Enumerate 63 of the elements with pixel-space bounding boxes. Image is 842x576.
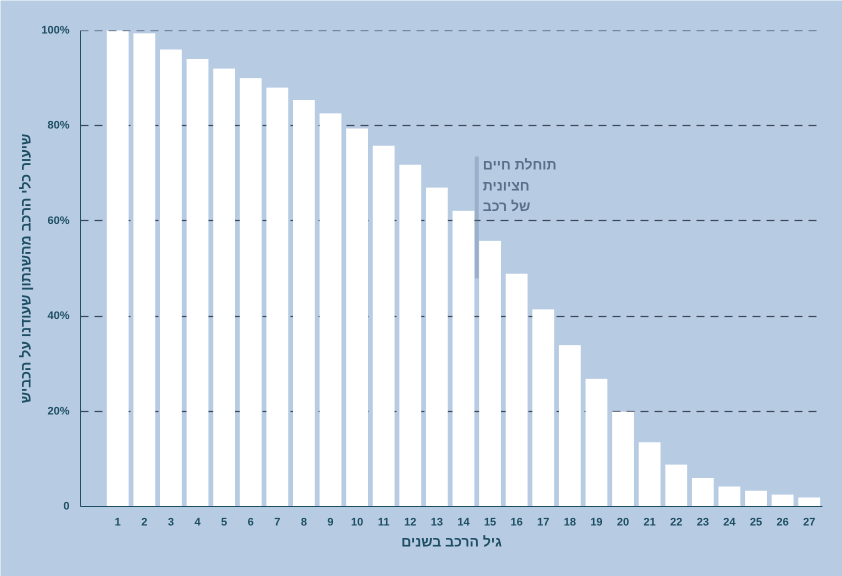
x-tick-label: 18 bbox=[564, 516, 576, 528]
x-tick-label: 3 bbox=[168, 516, 174, 528]
bar bbox=[638, 442, 661, 506]
bar bbox=[160, 50, 182, 506]
x-tick-label: 1 bbox=[114, 516, 121, 528]
bar bbox=[718, 486, 740, 506]
x-tick-label: 7 bbox=[274, 516, 280, 528]
x-axis-title: גיל הרכב בשנים bbox=[401, 534, 502, 550]
x-tick-label: 22 bbox=[670, 516, 682, 528]
bar bbox=[452, 210, 474, 506]
y-axis-title: שיעור כלי הרכב מהשנתון שעודנו על הכביש bbox=[17, 134, 34, 404]
bar bbox=[586, 378, 608, 506]
y-tick-label: 60% bbox=[47, 214, 70, 227]
y-tick-label: 40% bbox=[47, 310, 70, 322]
x-tick-label: 26 bbox=[776, 516, 789, 528]
x-tick-label: 27 bbox=[803, 516, 816, 528]
bar bbox=[372, 146, 395, 506]
x-tick-label: 20 bbox=[616, 516, 630, 528]
x-tick-label: 4 bbox=[194, 516, 202, 528]
bar bbox=[106, 30, 129, 506]
x-tick-label: 2 bbox=[141, 516, 148, 528]
x-tick-label: 15 bbox=[484, 516, 496, 528]
bar bbox=[506, 274, 528, 506]
bar bbox=[612, 412, 634, 506]
y-tick-label: 0 bbox=[63, 500, 70, 512]
bar bbox=[532, 309, 554, 506]
bar bbox=[665, 464, 688, 506]
y-tick-label: 100% bbox=[41, 24, 70, 36]
bar bbox=[772, 494, 794, 506]
bar bbox=[186, 59, 208, 506]
bar bbox=[558, 345, 581, 506]
x-tick-label: 8 bbox=[300, 516, 307, 528]
bar bbox=[320, 113, 342, 506]
bar bbox=[213, 68, 236, 506]
ref-line-label: תוחלת חיים חציונית של רכב bbox=[482, 156, 557, 214]
bar bbox=[479, 240, 501, 506]
bar bbox=[292, 100, 315, 506]
y-tick-label: 20% bbox=[47, 405, 70, 418]
x-tick-label: 19 bbox=[590, 516, 603, 528]
x-tick-label: 16 bbox=[510, 516, 523, 528]
x-tick-label: 25 bbox=[750, 516, 762, 528]
x-tick-label: 14 bbox=[457, 516, 470, 528]
bar bbox=[399, 164, 422, 506]
x-tick-label: 10 bbox=[350, 516, 364, 528]
x-tick-label: 12 bbox=[404, 516, 416, 528]
bar bbox=[240, 78, 262, 506]
bar bbox=[692, 478, 714, 506]
bar bbox=[346, 128, 368, 506]
x-tick-label: 23 bbox=[696, 516, 709, 528]
x-tick-label: 13 bbox=[430, 516, 444, 528]
bar bbox=[798, 497, 820, 506]
bar bbox=[266, 88, 288, 506]
x-tick-label: 5 bbox=[221, 516, 228, 528]
bar bbox=[745, 490, 767, 506]
x-tick-label: 6 bbox=[248, 516, 254, 528]
x-tick-label: 9 bbox=[327, 516, 334, 528]
bar bbox=[426, 188, 448, 506]
y-tick-label: 80% bbox=[47, 120, 70, 132]
x-tick-label: 17 bbox=[537, 516, 550, 528]
x-tick-label: 24 bbox=[723, 516, 736, 528]
x-tick-label: 21 bbox=[644, 516, 656, 528]
bar bbox=[133, 33, 156, 506]
x-tick-label: 11 bbox=[378, 516, 390, 528]
